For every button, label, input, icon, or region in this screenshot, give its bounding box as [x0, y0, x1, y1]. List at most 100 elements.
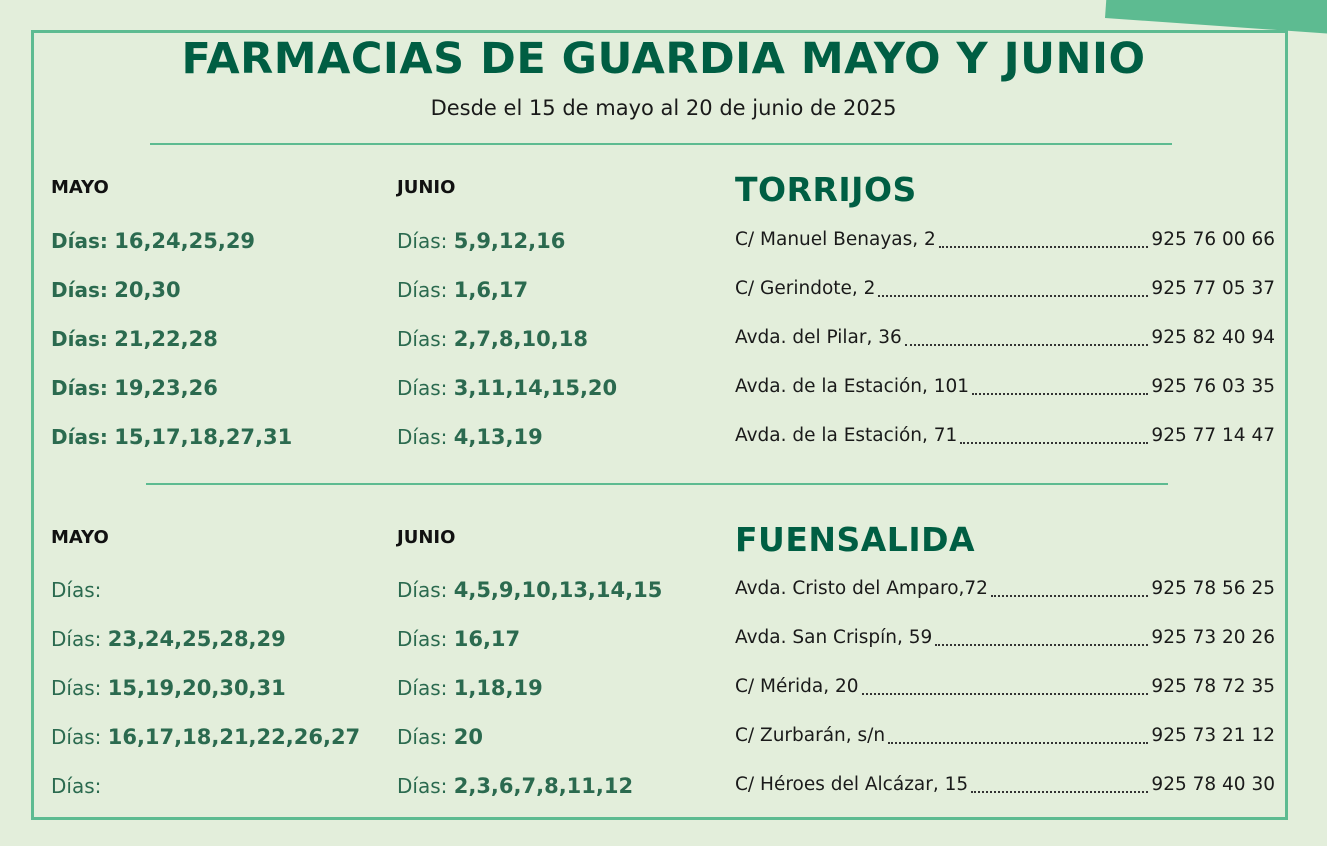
pharmacy-address: C/ Gerindote, 2	[735, 278, 876, 299]
pharmacy-row: Días: 21,22,28 Días: 2,7,8,10,18 Avda. del…	[0, 327, 1327, 357]
pharmacy-phone: 925 78 72 35	[1151, 676, 1275, 697]
dot-leader	[990, 578, 1149, 597]
town-name: FUENSALIDA	[735, 520, 976, 559]
mayo-days: Días: 19,23,26	[51, 376, 218, 400]
days-values: 2,7,8,10,18	[453, 327, 588, 351]
days-values: 23,24,25,28,29	[107, 627, 286, 651]
days-label: Días:	[51, 376, 108, 400]
days-values: 2,3,6,7,8,11,12	[453, 774, 634, 798]
pharmacy-phone: 925 77 05 37	[1151, 278, 1275, 299]
page-subtitle: Desde el 15 de mayo al 20 de junio de 20…	[430, 96, 897, 120]
days-values: 15,19,20,30,31	[107, 676, 286, 700]
days-label: Días:	[397, 774, 448, 798]
pharmacy-row: Días: 15,17,18,27,31 Días: 4,13,19 Avda. d…	[0, 425, 1327, 455]
pharmacy-row: Días: 16,24,25,29 Días: 5,9,12,16 C/ Manue…	[0, 229, 1327, 259]
days-values: 16,24,25,29	[114, 229, 256, 253]
pharmacy-row: Días: Días: 2,3,6,7,8,11,12 C/ Héroes del…	[0, 774, 1327, 804]
junio-days: Días: 20	[397, 725, 483, 749]
days-values: 15,17,18,27,31	[114, 425, 293, 449]
divider-middle	[146, 483, 1168, 485]
mayo-column-header: MAYO	[51, 527, 109, 548]
pharmacy-phone: 925 78 40 30	[1151, 774, 1275, 795]
dot-leader	[935, 627, 1149, 646]
pharmacy-address-line: C/ Zurbarán, s/n 925 73 21 12	[735, 725, 1275, 746]
pharmacy-address-line: Avda. San Crispín, 59 925 73 20 26	[735, 627, 1275, 648]
town-name: TORRIJOS	[735, 170, 917, 209]
days-label: Días:	[51, 676, 102, 700]
pharmacy-address: Avda. del Pilar, 36	[735, 327, 902, 348]
days-label: Días:	[51, 229, 108, 253]
junio-days: Días: 1,6,17	[397, 278, 528, 302]
mayo-days: Días: 20,30	[51, 278, 181, 302]
pharmacy-row: Días: 23,24,25,28,29 Días: 16,17 Avda. San…	[0, 627, 1327, 657]
junio-days: Días: 2,7,8,10,18	[397, 327, 588, 351]
junio-days: Días: 1,18,19	[397, 676, 543, 700]
mayo-days: Días: 15,19,20,30,31	[51, 676, 286, 700]
pharmacy-phone: 925 76 00 66	[1151, 229, 1275, 250]
days-label: Días:	[51, 425, 108, 449]
pharmacy-address: Avda. San Crispín, 59	[735, 627, 933, 648]
days-label: Días:	[397, 676, 448, 700]
junio-column-header: JUNIO	[397, 527, 456, 548]
pharmacy-address-line: Avda. Cristo del Amparo,72 925 78 56 25	[735, 578, 1275, 599]
days-label: Días:	[51, 578, 102, 602]
dot-leader	[960, 425, 1149, 444]
dot-leader	[972, 376, 1149, 395]
days-values: 20,30	[114, 278, 181, 302]
pharmacy-address: C/ Mérida, 20	[735, 676, 859, 697]
junio-column-header: JUNIO	[397, 177, 456, 198]
mayo-days: Días: 16,17,18,21,22,26,27	[51, 725, 360, 749]
mayo-days: Días:	[51, 578, 101, 602]
mayo-column-header: MAYO	[51, 177, 109, 198]
mayo-days: Días:	[51, 774, 101, 798]
junio-days: Días: 3,11,14,15,20	[397, 376, 617, 400]
pharmacy-address-line: C/ Mérida, 20 925 78 72 35	[735, 676, 1275, 697]
pharmacy-address-line: C/ Manuel Benayas, 2 925 76 00 66	[735, 229, 1275, 250]
days-label: Días:	[51, 774, 102, 798]
days-values: 3,11,14,15,20	[453, 376, 618, 400]
pharmacy-address: C/ Zurbarán, s/n	[735, 725, 886, 746]
mayo-days: Días: 23,24,25,28,29	[51, 627, 286, 651]
pharmacy-phone: 925 73 20 26	[1151, 627, 1275, 648]
pharmacy-phone: 925 78 56 25	[1151, 578, 1275, 599]
mayo-days: Días: 15,17,18,27,31	[51, 425, 292, 449]
pharmacy-phone: 925 73 21 12	[1151, 725, 1275, 746]
junio-days: Días: 2,3,6,7,8,11,12	[397, 774, 633, 798]
pharmacy-address: C/ Héroes del Alcázar, 15	[735, 774, 969, 795]
pharmacy-address-line: Avda. de la Estación, 71 925 77 14 47	[735, 425, 1275, 446]
mayo-days: Días: 21,22,28	[51, 327, 218, 351]
pharmacy-address-line: C/ Gerindote, 2 925 77 05 37	[735, 278, 1275, 299]
days-values: 20	[453, 725, 483, 749]
pharmacy-address: Avda. de la Estación, 101	[735, 376, 970, 397]
days-label: Días:	[397, 627, 448, 651]
junio-days: Días: 5,9,12,16	[397, 229, 565, 253]
days-label: Días:	[51, 627, 102, 651]
dot-leader	[904, 327, 1149, 346]
days-values: 21,22,28	[114, 327, 218, 351]
days-label: Días:	[397, 725, 448, 749]
junio-days: Días: 4,13,19	[397, 425, 543, 449]
junio-days: Días: 16,17	[397, 627, 520, 651]
days-values: 16,17	[453, 627, 521, 651]
dot-leader	[878, 278, 1149, 297]
page-frame	[31, 30, 1288, 820]
pharmacy-row: Días: 20,30 Días: 1,6,17 C/ Gerindote, 2 92…	[0, 278, 1327, 308]
dot-leader	[971, 774, 1149, 793]
pharmacy-address-line: Avda. de la Estación, 101 925 76 03 35	[735, 376, 1275, 397]
pharmacy-address-line: C/ Héroes del Alcázar, 15 925 78 40 30	[735, 774, 1275, 795]
days-label: Días:	[397, 376, 448, 400]
pharmacy-row: Días: 15,19,20,30,31 Días: 1,18,19 C/ Méri…	[0, 676, 1327, 706]
mayo-days: Días: 16,24,25,29	[51, 229, 255, 253]
days-label: Días:	[51, 327, 108, 351]
pharmacy-row: Días: Días: 4,5,9,10,13,14,15 Avda. Crist…	[0, 578, 1327, 608]
days-values: 1,18,19	[453, 676, 543, 700]
pharmacy-phone: 925 82 40 94	[1151, 327, 1275, 348]
pharmacy-address: Avda. Cristo del Amparo,72	[735, 578, 988, 599]
dot-leader	[888, 725, 1149, 744]
days-label: Días:	[51, 725, 102, 749]
days-label: Días:	[397, 578, 448, 602]
days-values: 1,6,17	[453, 278, 529, 302]
pharmacy-phone: 925 76 03 35	[1151, 376, 1275, 397]
days-values: 4,13,19	[453, 425, 543, 449]
dot-leader	[861, 676, 1149, 695]
